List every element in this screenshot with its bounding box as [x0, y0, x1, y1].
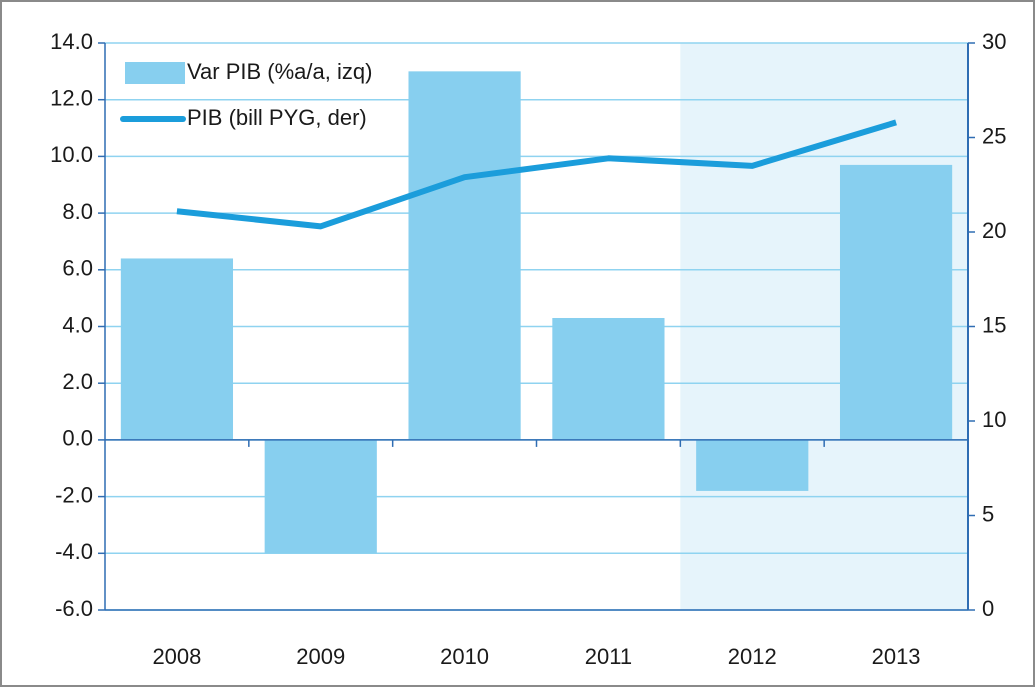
- line: [176, 119, 897, 230]
- y-tick-label: -2.0: [55, 482, 93, 507]
- y-tick-label: 6.0: [62, 256, 93, 281]
- legend-swatch: [125, 62, 185, 84]
- x-tick-label: 2012: [728, 644, 777, 669]
- legend-label: PIB (bill PYG, der): [187, 105, 367, 130]
- legend-label: Var PIB (%a/a, izq): [187, 59, 372, 84]
- x-tick-label: 2013: [872, 644, 921, 669]
- bar: [264, 439, 377, 554]
- y-tick-label: 0.0: [62, 426, 93, 451]
- y-tick-label: 8.0: [62, 199, 93, 224]
- bar: [696, 439, 809, 491]
- x-tick-label: 2008: [152, 644, 201, 669]
- y2-tick-label: 20: [982, 218, 1006, 243]
- y-tick-label: 12.0: [50, 86, 93, 111]
- y2-tick-label: 0: [982, 596, 994, 621]
- x-tick-label: 2011: [585, 644, 632, 669]
- y2-tick-label: 30: [982, 29, 1006, 54]
- y2-tick-label: 10: [982, 407, 1006, 432]
- y2-tick-label: 15: [982, 312, 1006, 337]
- bar: [408, 71, 521, 440]
- y2-tick-label: 5: [982, 501, 994, 526]
- bar: [552, 317, 665, 440]
- x-tick-label: 2010: [440, 644, 489, 669]
- y-tick-label: -4.0: [55, 539, 93, 564]
- y-tick-label: -6.0: [55, 596, 93, 621]
- y-tick-label: 4.0: [62, 312, 93, 337]
- y-tick-label: 10.0: [50, 142, 93, 167]
- bar: [839, 164, 953, 440]
- bar: [120, 258, 234, 440]
- y-tick-label: 14.0: [50, 29, 93, 54]
- y2-tick-label: 25: [982, 123, 1006, 148]
- x-tick-label: 2009: [296, 644, 345, 669]
- y-tick-label: 2.0: [62, 369, 93, 394]
